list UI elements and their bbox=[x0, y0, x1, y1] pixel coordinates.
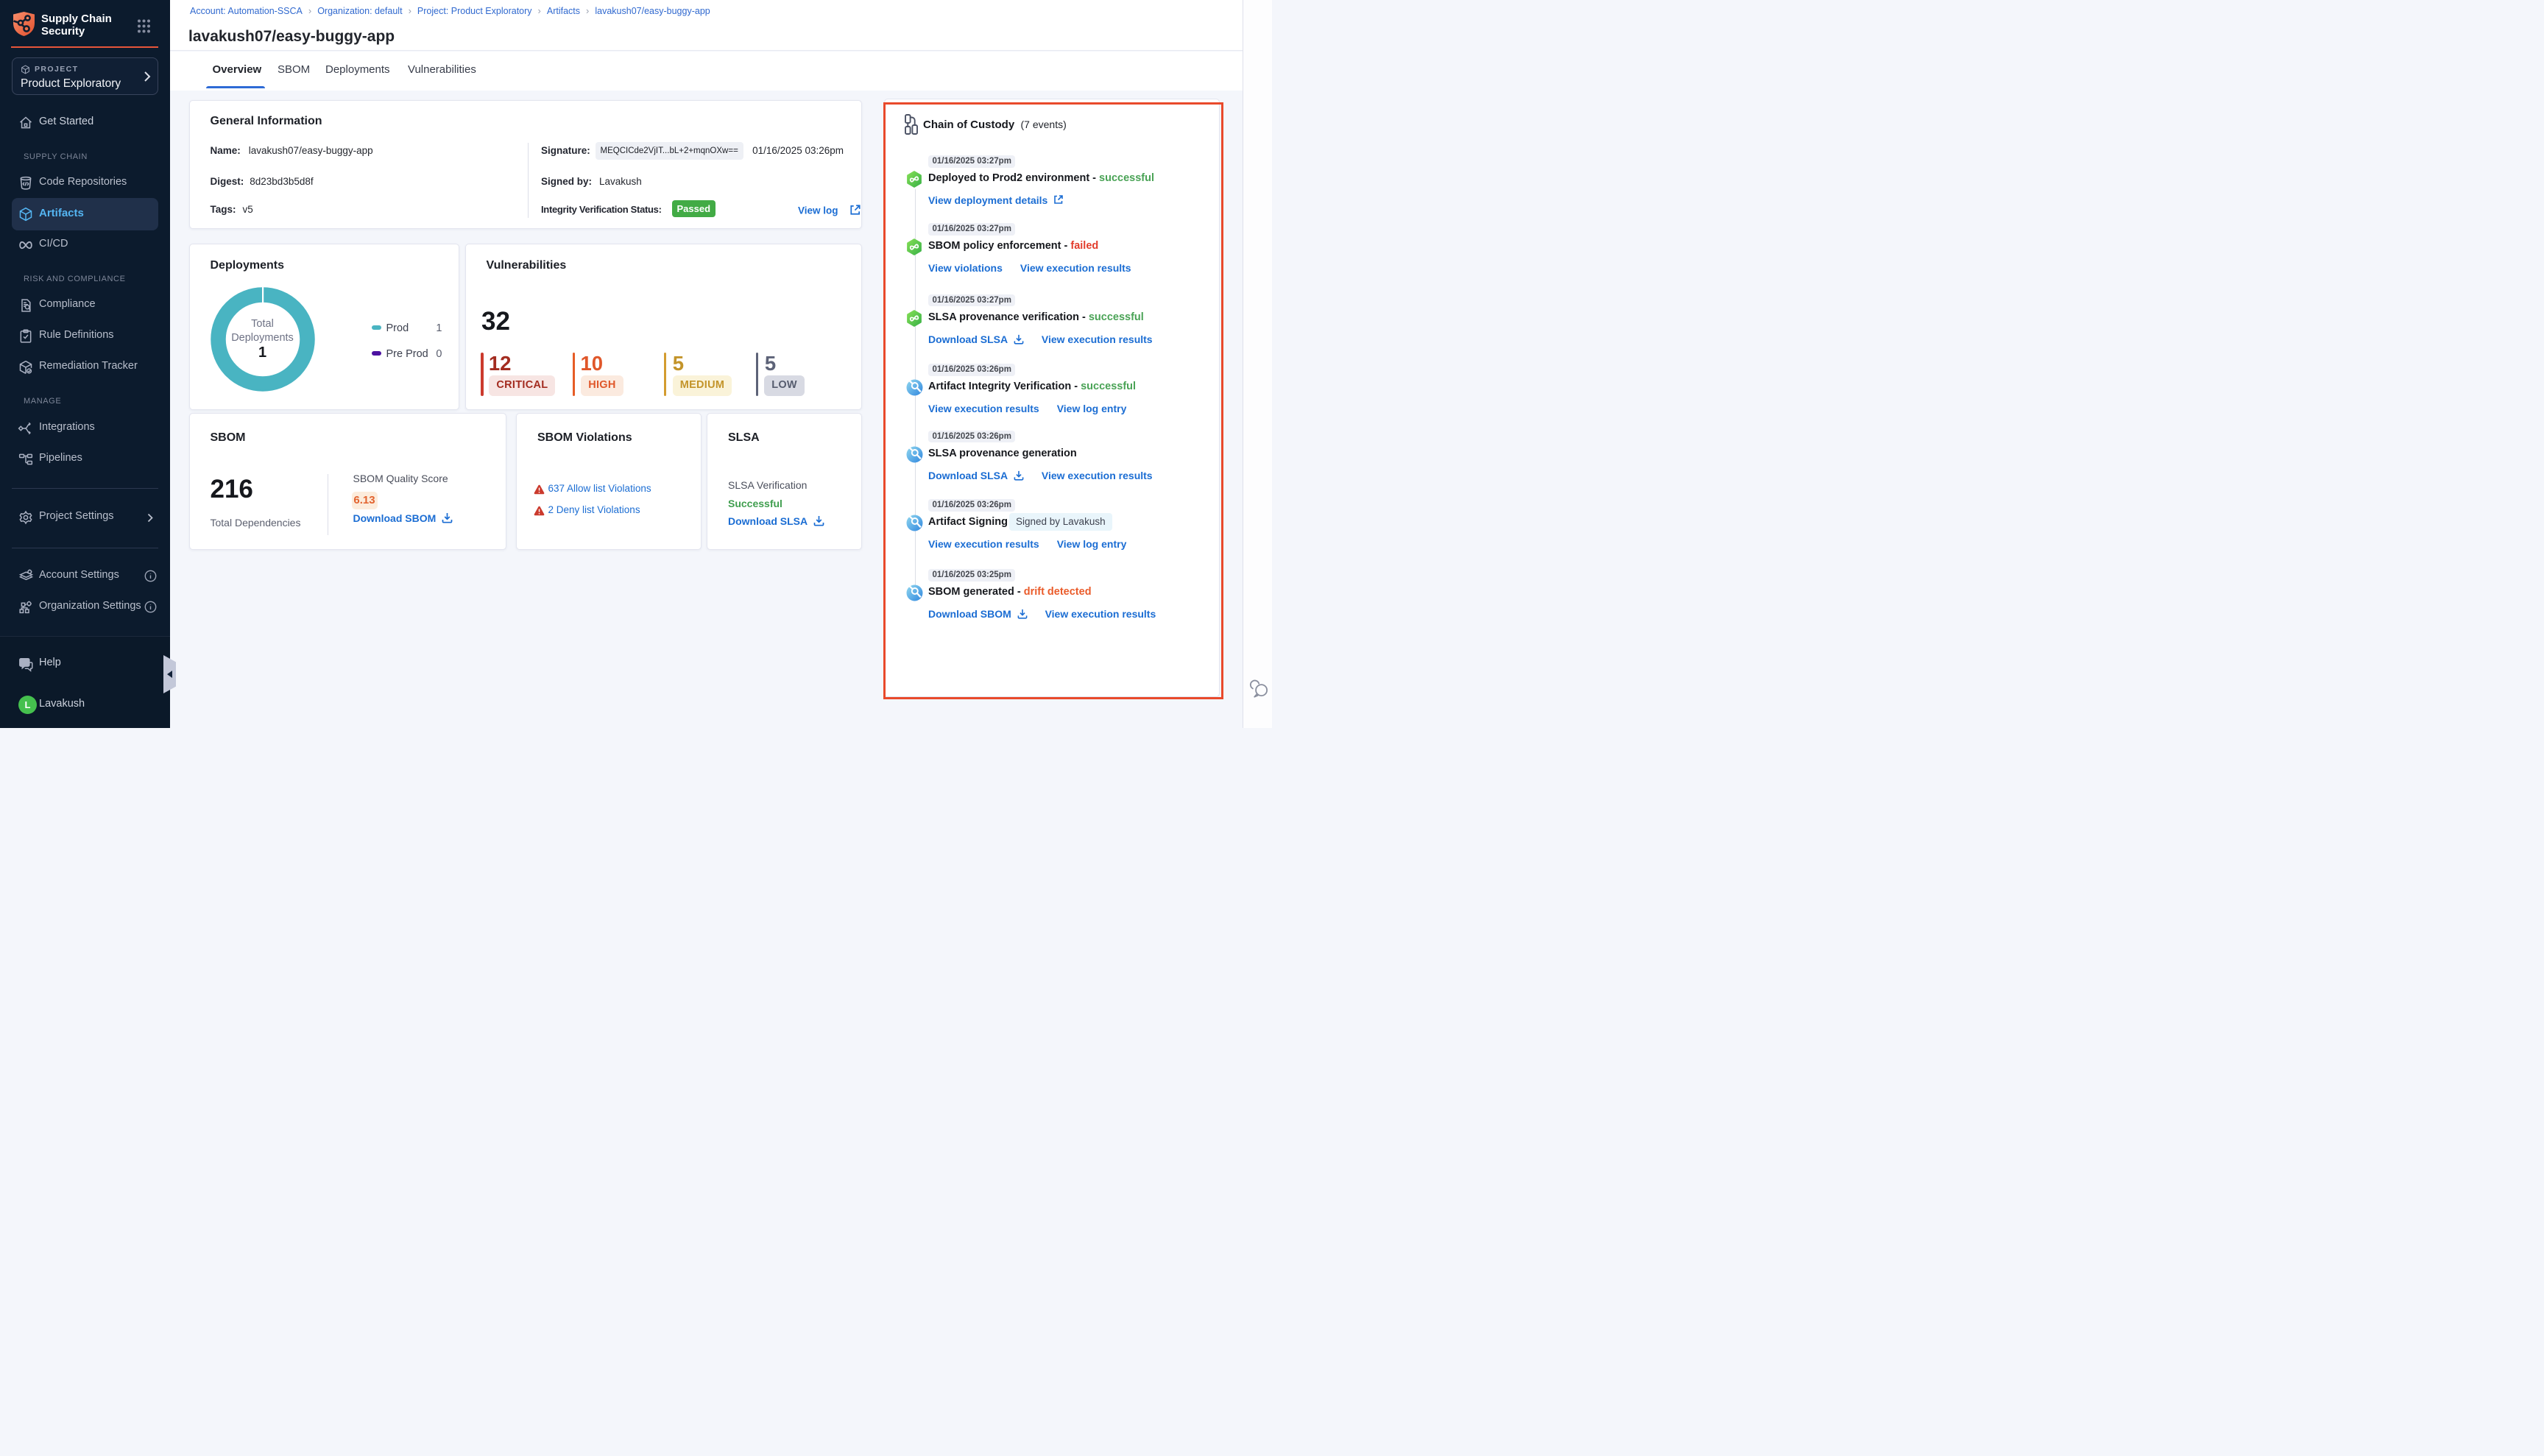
svg-text:?: ? bbox=[24, 660, 27, 666]
